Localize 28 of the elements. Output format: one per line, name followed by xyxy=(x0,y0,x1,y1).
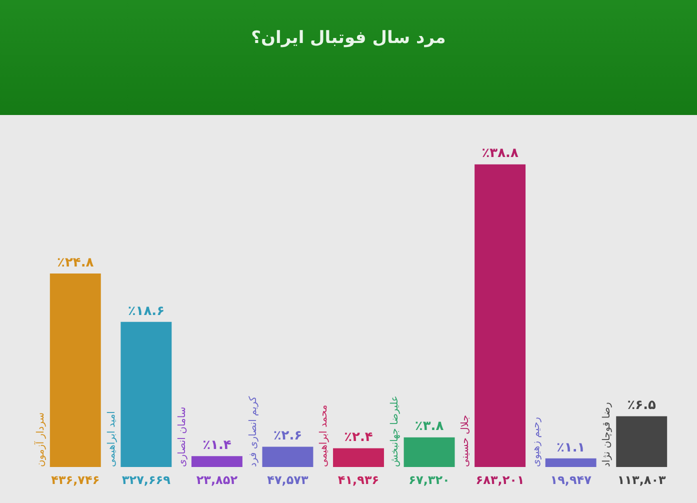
chart-title: مرد سال فوتبال ایران؟ xyxy=(251,28,446,48)
text: ۲۳,۸۵۲ xyxy=(196,473,238,488)
data-label: ٪۳.۸ xyxy=(414,419,444,434)
x-tick-label: رضا قوچان نژاد xyxy=(602,402,613,467)
data-label: ٪۲.۶ xyxy=(273,428,302,444)
data-label: ٪۲.۴ xyxy=(344,430,373,446)
data-label: ٪۱۸.۶ xyxy=(128,304,165,319)
x-tick-label: رحیم زهیوی xyxy=(530,416,542,467)
x-tick-label: امید ابراهیمی xyxy=(106,411,118,467)
text: ۶۷,۳۲۰ xyxy=(408,473,450,488)
data-label: ٪۶.۵ xyxy=(627,398,656,414)
text: ۶۸۳,۲۰۱ xyxy=(476,473,524,488)
data-label: ٪۱.۱ xyxy=(556,440,586,456)
x-tick-label: سامان انصاری xyxy=(177,406,188,467)
x-tick-label: جلال حسینی xyxy=(460,414,472,467)
x-tick-label: محمد ابراهیمی xyxy=(318,404,330,467)
text: ۱۹,۹۴۷ xyxy=(550,473,592,488)
text: ۴۱,۹۳۶ xyxy=(338,473,380,488)
text: ۱۱۳,۸۰۳ xyxy=(617,473,667,488)
data-label: ٪۱.۴ xyxy=(202,438,232,453)
text: ۴۷,۵۷۳ xyxy=(267,473,309,488)
data-label: ٪۲۴.۸ xyxy=(57,255,94,270)
x-tick-label: کریم انصاری فرد xyxy=(248,396,259,467)
data-label: ٪۳۸.۸ xyxy=(482,146,518,162)
x-tick-label: علیرضا جهانبخش xyxy=(389,396,400,467)
text: ۳۲۷,۶۶۹ xyxy=(122,473,172,488)
text: ۴۳۶,۷۴۶ xyxy=(51,473,100,488)
x-tick-label: سردار آزمون xyxy=(34,412,47,467)
